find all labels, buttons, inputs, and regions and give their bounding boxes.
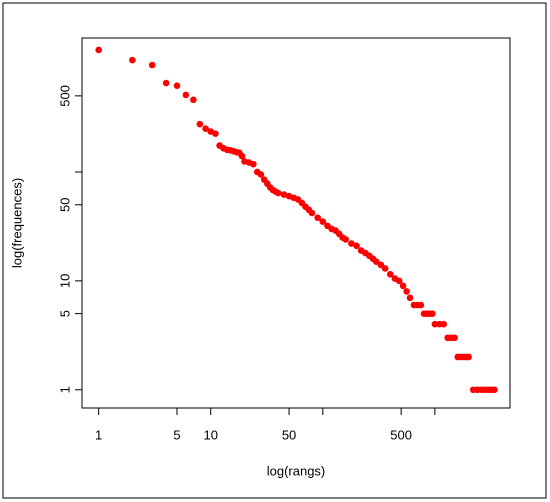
point — [148, 61, 156, 69]
point — [406, 294, 414, 302]
point — [429, 310, 436, 317]
point — [386, 270, 394, 278]
point — [129, 56, 136, 64]
point — [372, 258, 380, 265]
point — [431, 320, 439, 328]
point — [465, 353, 472, 361]
point — [395, 277, 403, 285]
point — [182, 91, 190, 99]
y-tick-label: 500 — [57, 85, 72, 107]
point — [196, 120, 204, 128]
point — [403, 288, 410, 295]
point — [440, 320, 448, 328]
point — [274, 189, 282, 197]
point — [314, 214, 321, 222]
point — [280, 191, 288, 198]
point — [348, 240, 355, 247]
point — [399, 282, 407, 290]
y-tick-label: 50 — [57, 198, 72, 212]
point — [319, 218, 327, 225]
y-tick-label: 1 — [57, 386, 72, 393]
x-tick-label: 500 — [390, 427, 412, 442]
point — [308, 209, 316, 217]
point — [212, 130, 219, 137]
x-tick-label: 1 — [95, 427, 102, 442]
y-tick-label: 5 — [57, 310, 72, 317]
point — [162, 79, 170, 87]
point — [353, 242, 360, 250]
plot-box — [81, 37, 511, 409]
point — [250, 160, 257, 168]
point — [190, 96, 197, 104]
point — [342, 236, 349, 243]
x-tick-label: 50 — [282, 427, 296, 442]
point — [173, 82, 181, 89]
point — [417, 301, 425, 309]
y-axis-label: log(frequences) — [9, 178, 24, 268]
x-axis-label: log(rangs) — [267, 463, 326, 478]
point — [451, 334, 458, 342]
point — [257, 171, 265, 178]
point — [491, 386, 498, 394]
x-tick-label: 5 — [173, 427, 180, 442]
point — [95, 46, 102, 54]
point — [202, 125, 209, 132]
y-tick-label: 10 — [57, 274, 72, 288]
x-tick-label: 10 — [204, 427, 218, 442]
point — [238, 152, 246, 160]
point — [381, 265, 389, 272]
